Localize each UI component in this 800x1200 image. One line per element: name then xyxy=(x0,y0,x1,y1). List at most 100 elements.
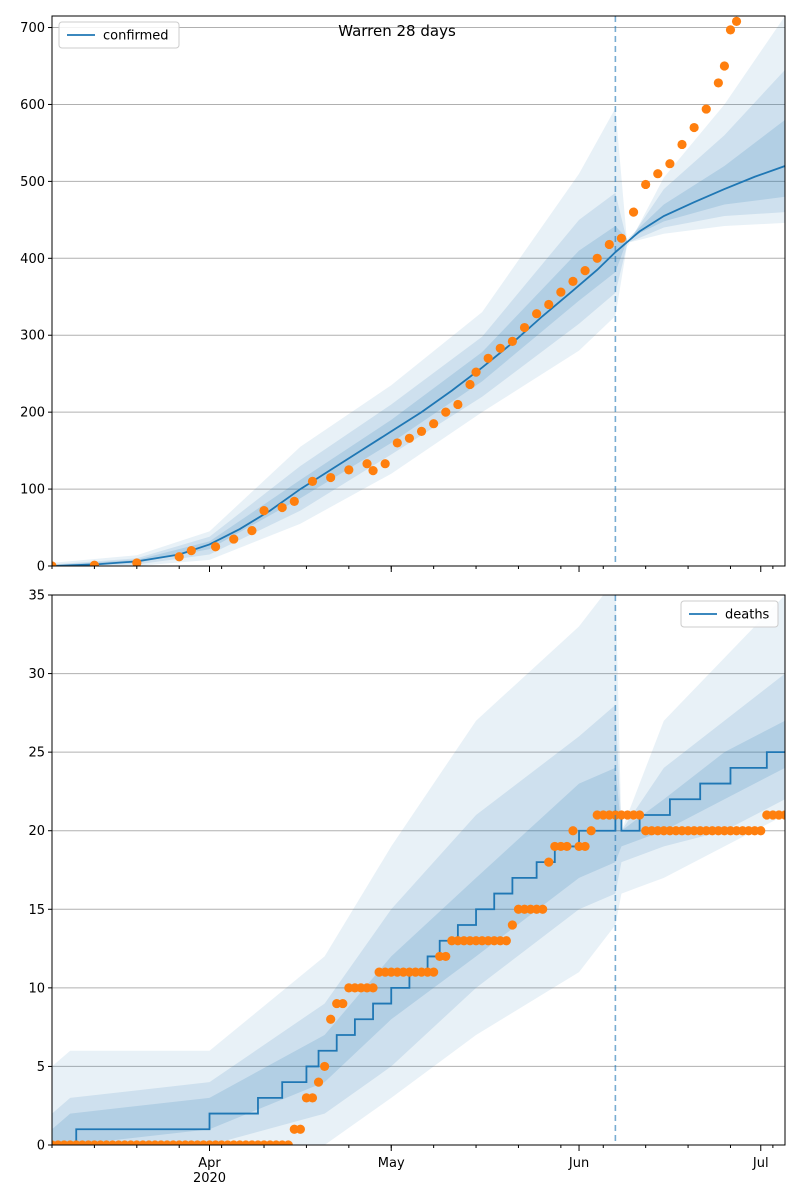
y-tick-label: 400 xyxy=(20,252,45,267)
x-tick-label: Apr xyxy=(198,1156,221,1171)
y-tick-label: 20 xyxy=(28,824,45,839)
observed-point xyxy=(538,904,548,914)
confirmed-chart: 0 100 200 300 400 500 600 700 confirmed xyxy=(20,15,786,575)
observed-point xyxy=(429,967,439,977)
y-tick-label: 0 xyxy=(37,1139,45,1154)
y-tick-label: 600 xyxy=(20,98,45,113)
observed-point xyxy=(628,207,639,217)
y-tick-label: 200 xyxy=(20,406,45,421)
observed-point xyxy=(210,542,221,552)
legend-label: deaths xyxy=(725,608,770,623)
observed-point xyxy=(52,561,57,566)
observed-point xyxy=(677,139,687,150)
observed-point xyxy=(471,367,481,377)
observed-point xyxy=(719,61,730,71)
observed-point xyxy=(441,407,451,417)
observed-point xyxy=(483,353,493,363)
x-tick-label: May xyxy=(378,1156,405,1171)
observed-point xyxy=(259,506,269,516)
legend-box xyxy=(58,21,180,49)
y-tick-label: 5 xyxy=(37,1060,45,1075)
observed-point xyxy=(592,253,602,263)
legend-label: confirmed xyxy=(103,29,169,44)
observed-point xyxy=(453,399,463,410)
observed-point xyxy=(725,25,736,35)
x-tick-label: Jul xyxy=(752,1156,769,1171)
legend: confirmed xyxy=(58,21,180,49)
observed-point xyxy=(689,122,699,133)
observed-point xyxy=(604,239,614,250)
observed-point xyxy=(362,459,372,469)
observed-point xyxy=(289,496,299,506)
observed-point xyxy=(326,1014,336,1024)
observed-point xyxy=(586,826,596,836)
plot-area xyxy=(52,16,785,566)
legend-box xyxy=(680,600,779,628)
y-tick-label: 500 xyxy=(20,175,45,190)
observed-point xyxy=(441,951,451,962)
observed-point xyxy=(653,169,663,179)
observed-point xyxy=(313,1077,324,1087)
observed-point xyxy=(307,476,318,486)
observed-point xyxy=(507,920,517,930)
observed-point xyxy=(89,560,100,566)
y-tick-label: 0 xyxy=(37,560,45,575)
observed-point xyxy=(562,841,572,852)
observed-point xyxy=(665,159,675,169)
observed-point xyxy=(404,433,415,443)
observed-point xyxy=(568,276,578,286)
observed-point xyxy=(283,1140,293,1145)
uncertainty-band-outer xyxy=(52,595,785,1145)
observed-point xyxy=(713,78,723,88)
uncertainty-band-inner xyxy=(52,720,785,1145)
observed-point xyxy=(580,841,590,852)
observed-point xyxy=(186,546,196,556)
observed-point xyxy=(416,426,427,436)
observed-point xyxy=(641,179,651,190)
observed-point xyxy=(568,826,578,836)
y-tick-label: 35 xyxy=(28,589,45,604)
observed-point xyxy=(756,826,766,836)
observed-point xyxy=(368,466,378,476)
axes-frame xyxy=(51,15,786,567)
observed-point xyxy=(580,266,590,276)
observed-point xyxy=(780,810,785,820)
uncertainty-band-middle xyxy=(52,69,785,566)
observed-point xyxy=(247,526,257,536)
observed-point xyxy=(338,998,348,1009)
y-tick-label: 15 xyxy=(28,903,45,918)
observed-point xyxy=(320,1061,330,1072)
observed-point xyxy=(635,810,645,820)
observed-point xyxy=(501,936,511,946)
observed-point xyxy=(344,465,354,475)
observed-point xyxy=(519,322,530,333)
observed-point xyxy=(544,299,554,310)
y-tick-label: 700 xyxy=(20,21,45,36)
observed-point xyxy=(507,336,517,346)
observed-point xyxy=(701,104,711,114)
axes-frame xyxy=(51,594,786,1146)
observed-point xyxy=(495,343,505,353)
observed-point xyxy=(295,1124,305,1134)
observed-point xyxy=(277,502,287,513)
uncertainty-band-middle xyxy=(52,673,785,1145)
plot-area xyxy=(52,595,785,1145)
observed-point xyxy=(174,552,184,562)
y-tick-label: 100 xyxy=(20,483,45,498)
observed-point xyxy=(307,1093,318,1103)
y-tick-label: 30 xyxy=(28,667,45,682)
observed-point xyxy=(368,983,378,993)
observed-point xyxy=(392,438,402,448)
chart-title: Warren 28 days xyxy=(338,22,456,40)
x-tick-year-label: 2020 xyxy=(193,1171,226,1186)
y-tick-label: 10 xyxy=(28,981,45,996)
y-tick-label: 300 xyxy=(20,329,45,344)
uncertainty-band-outer xyxy=(52,16,785,566)
observed-point xyxy=(380,459,390,469)
observed-point xyxy=(429,419,439,429)
observed-point xyxy=(616,233,627,243)
observed-point xyxy=(731,16,742,26)
observed-point xyxy=(229,534,239,544)
